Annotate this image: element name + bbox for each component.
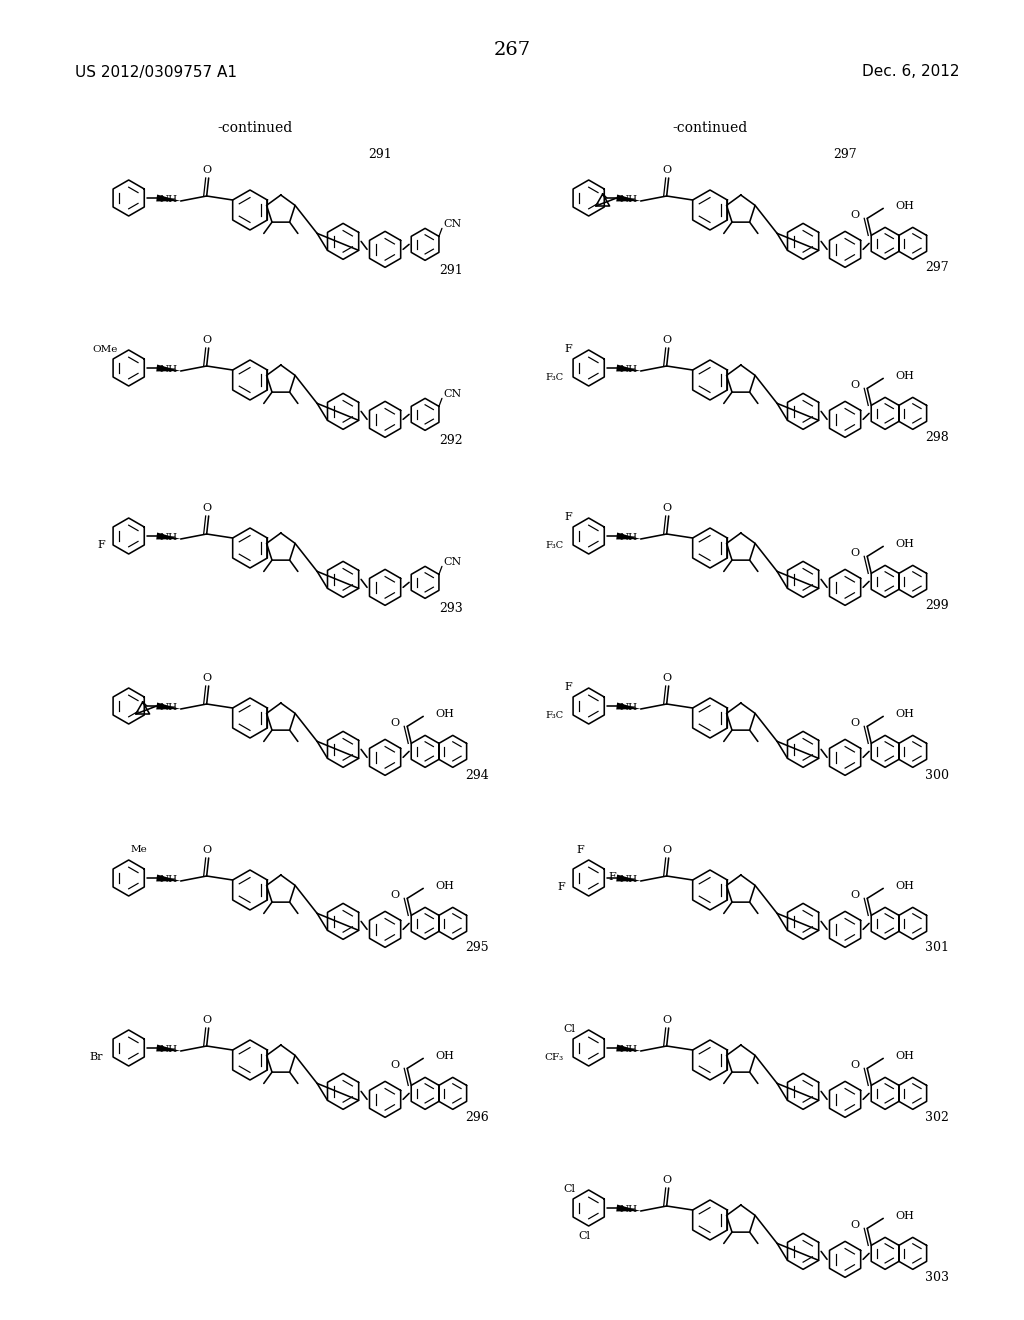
Text: 294: 294	[465, 768, 488, 781]
Text: -continued: -continued	[217, 121, 293, 135]
Text: CN: CN	[443, 389, 461, 400]
Text: O: O	[663, 503, 672, 513]
Text: OH: OH	[895, 202, 914, 211]
Text: O: O	[851, 1060, 860, 1071]
Text: O: O	[663, 335, 672, 345]
Text: OH: OH	[895, 709, 914, 719]
Text: F: F	[564, 512, 572, 521]
Text: 267: 267	[494, 41, 530, 59]
Text: O: O	[851, 1221, 860, 1230]
Text: O: O	[202, 673, 211, 682]
Text: 303: 303	[925, 1271, 949, 1284]
Text: NH: NH	[620, 194, 638, 203]
Text: Cl: Cl	[563, 1184, 575, 1195]
Text: 295: 295	[465, 941, 488, 954]
Text: 292: 292	[439, 434, 463, 447]
Polygon shape	[157, 702, 180, 709]
Text: OH: OH	[435, 709, 454, 719]
Text: O: O	[391, 891, 399, 900]
Text: OH: OH	[435, 1051, 454, 1061]
Text: OH: OH	[435, 882, 454, 891]
Text: O: O	[851, 548, 860, 558]
Text: -continued: -continued	[673, 121, 748, 135]
Text: 300: 300	[925, 768, 949, 781]
Text: 302: 302	[925, 1111, 948, 1123]
Text: 296: 296	[465, 1111, 488, 1123]
Text: NH: NH	[620, 364, 638, 374]
Polygon shape	[616, 702, 641, 709]
Text: O: O	[391, 1060, 399, 1071]
Polygon shape	[616, 1205, 641, 1212]
Text: Cl: Cl	[563, 1024, 575, 1034]
Text: NH: NH	[620, 874, 638, 883]
Text: US 2012/0309757 A1: US 2012/0309757 A1	[75, 65, 237, 79]
Polygon shape	[616, 194, 641, 202]
Text: O: O	[851, 891, 860, 900]
Text: O: O	[202, 1015, 211, 1026]
Text: NH: NH	[160, 532, 178, 541]
Text: NH: NH	[620, 702, 638, 711]
Text: OH: OH	[895, 1212, 914, 1221]
Text: O: O	[851, 718, 860, 729]
Text: 291: 291	[368, 149, 392, 161]
Text: NH: NH	[620, 1044, 638, 1053]
Polygon shape	[157, 194, 180, 202]
Text: F: F	[557, 882, 565, 892]
Polygon shape	[616, 1044, 641, 1052]
Text: CN: CN	[443, 557, 461, 568]
Text: 297: 297	[925, 261, 948, 273]
Text: 293: 293	[439, 602, 463, 615]
Text: O: O	[202, 335, 211, 345]
Polygon shape	[157, 364, 180, 371]
Text: NH: NH	[160, 1044, 178, 1053]
Text: F: F	[577, 845, 585, 855]
Text: CF₃: CF₃	[544, 1052, 563, 1061]
Text: NH: NH	[160, 874, 178, 883]
Text: F: F	[564, 345, 572, 354]
Text: O: O	[663, 1015, 672, 1026]
Polygon shape	[157, 532, 180, 540]
Polygon shape	[616, 875, 641, 882]
Text: O: O	[663, 1175, 672, 1185]
Text: 299: 299	[925, 599, 948, 612]
Text: 297: 297	[834, 149, 857, 161]
Text: OH: OH	[895, 882, 914, 891]
Text: OMe: OMe	[92, 345, 118, 354]
Text: O: O	[202, 503, 211, 513]
Polygon shape	[616, 364, 641, 371]
Text: OH: OH	[895, 540, 914, 549]
Text: 298: 298	[925, 430, 948, 444]
Text: F: F	[97, 540, 105, 550]
Text: NH: NH	[620, 1204, 638, 1213]
Text: OH: OH	[895, 1051, 914, 1061]
Text: O: O	[663, 165, 672, 176]
Text: NH: NH	[620, 532, 638, 541]
Text: CN: CN	[443, 219, 461, 230]
Text: O: O	[663, 673, 672, 682]
Text: O: O	[202, 845, 211, 855]
Text: F₃C: F₃C	[545, 372, 563, 381]
Text: Br: Br	[89, 1052, 103, 1063]
Polygon shape	[157, 875, 180, 882]
Text: O: O	[202, 165, 211, 176]
Polygon shape	[616, 532, 641, 540]
Text: Cl: Cl	[579, 1232, 591, 1241]
Text: 301: 301	[925, 941, 949, 954]
Text: F₃C: F₃C	[545, 540, 563, 549]
Text: F: F	[608, 873, 616, 882]
Text: Dec. 6, 2012: Dec. 6, 2012	[862, 65, 961, 79]
Text: O: O	[851, 210, 860, 220]
Text: NH: NH	[160, 194, 178, 203]
Text: O: O	[851, 380, 860, 391]
Text: NH: NH	[160, 702, 178, 711]
Text: O: O	[663, 845, 672, 855]
Text: F: F	[564, 682, 572, 692]
Text: Me: Me	[131, 846, 147, 854]
Text: OH: OH	[895, 371, 914, 381]
Text: F₃C: F₃C	[545, 710, 563, 719]
Polygon shape	[157, 1044, 180, 1052]
Text: NH: NH	[160, 364, 178, 374]
Text: 291: 291	[439, 264, 463, 277]
Text: O: O	[391, 718, 399, 729]
